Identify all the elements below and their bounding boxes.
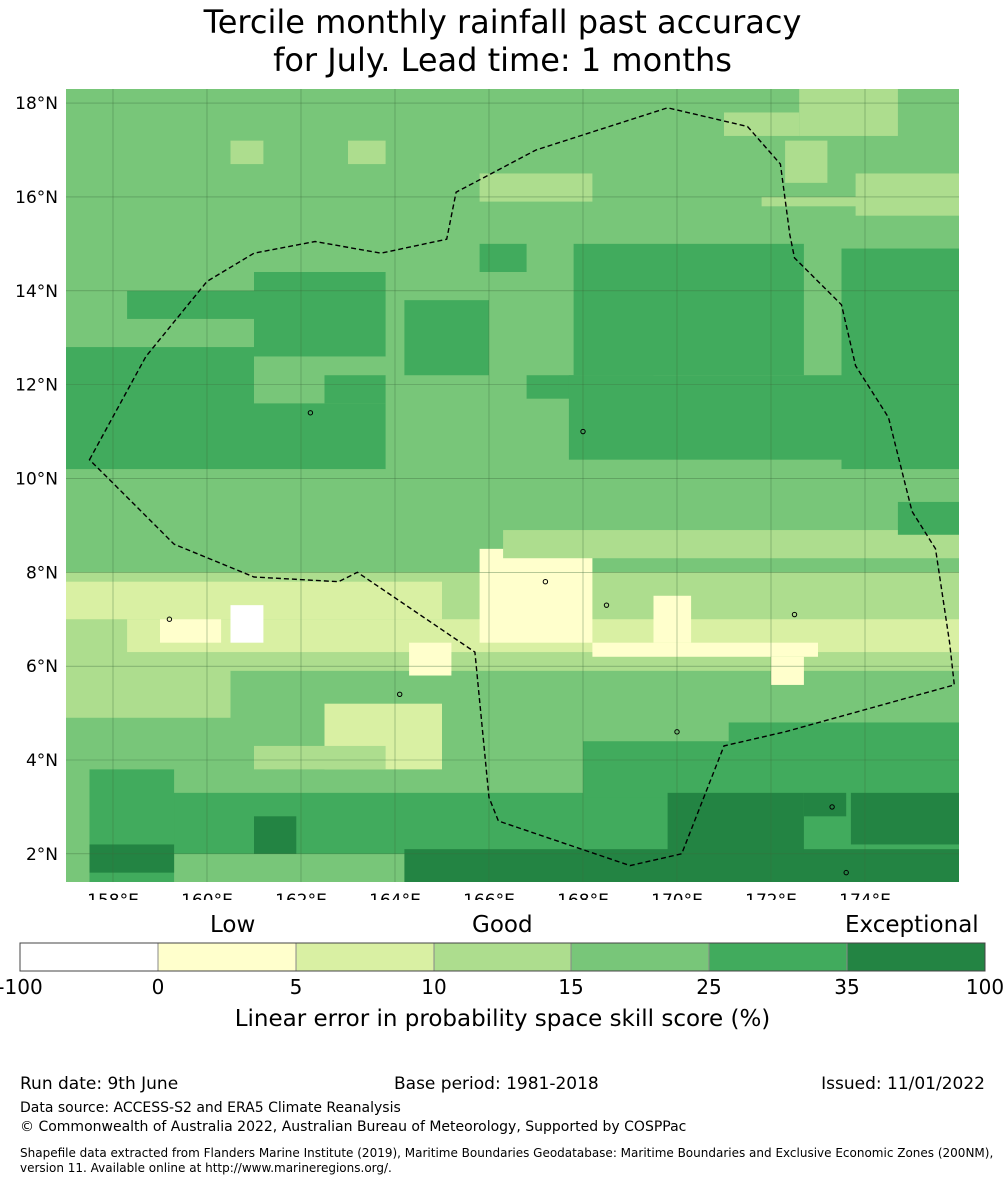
lat-tick-label: 18°N	[15, 94, 58, 114]
lon-tick-label: 168°E	[557, 891, 609, 900]
skill-cell	[409, 642, 452, 676]
colorbar-segment	[433, 942, 572, 972]
skill-cell	[89, 844, 175, 873]
skill-cell	[841, 248, 959, 470]
colorbar-segment	[708, 942, 848, 972]
colorbar-tick: 25	[696, 975, 722, 999]
island-outline	[674, 729, 680, 735]
skill-cell	[254, 403, 386, 470]
lon-tick-label: 158°E	[87, 891, 139, 900]
colorbar-caption: Linear error in probability space skill …	[234, 1006, 771, 1032]
skill-cell	[127, 290, 254, 319]
run-date: Run date: 9th June	[20, 1074, 179, 1094]
skill-cell	[667, 792, 804, 854]
skill-cell	[568, 375, 851, 460]
rainfall-skill-map: 158°E 160°E 162°E 164°E 166°E 168°E 170°E 172°E…	[15, 89, 960, 900]
lon-tick-label: 166°E	[463, 891, 515, 900]
lat-tick-label: 2°N	[26, 845, 58, 865]
island-outline	[166, 616, 173, 622]
colorbar-tick: 10	[421, 975, 447, 999]
colorbar-label-exceptional: Exceptional	[845, 912, 979, 938]
lat-tick-label: 10°N	[15, 469, 58, 489]
colorbar-label-good: Good	[472, 912, 533, 938]
skill-cell	[855, 173, 959, 216]
lon-tick-label: 170°E	[651, 891, 703, 900]
colorbar-tick: 15	[558, 975, 584, 999]
colorbar-outline	[19, 942, 986, 972]
skill-cell	[160, 619, 222, 643]
colorbar-tick: -100	[0, 975, 43, 999]
skill-cell	[324, 375, 386, 404]
skill-cell	[348, 140, 386, 165]
skill-cell	[254, 816, 297, 854]
base-period: Base period: 1981-2018	[394, 1074, 599, 1094]
lon-tick-label: 160°E	[181, 891, 233, 900]
skill-cell	[230, 605, 264, 643]
skill-cell	[799, 89, 898, 136]
issued-date: Issued: 11/01/2022	[821, 1074, 985, 1094]
skill-cell	[66, 656, 231, 718]
island-outline	[843, 869, 849, 876]
skill-cell	[803, 792, 847, 817]
colorbar-segment	[846, 942, 986, 972]
data-source: Data source: ACCESS-S2 and ERA5 Climate …	[20, 1100, 401, 1116]
colorbar-segment	[19, 942, 159, 972]
colorbar-tick: 5	[289, 975, 303, 999]
island-outline	[603, 602, 610, 608]
skill-cell	[254, 745, 386, 770]
skill-cell	[573, 243, 804, 376]
skill-cell	[653, 595, 692, 643]
colorbar-segment	[570, 942, 710, 972]
shapefile-credit-line-2: version 11. Available online at http://w…	[20, 1161, 392, 1175]
skill-cell	[850, 792, 959, 845]
skill-cell	[479, 243, 527, 272]
skill-cell	[897, 501, 959, 535]
colorbar-tick: 100	[965, 975, 1005, 999]
skill-cell	[503, 530, 959, 559]
skill-cell	[230, 140, 264, 165]
island-outline	[791, 611, 798, 618]
skill-cell	[479, 173, 593, 202]
lon-tick-label: 172°E	[745, 891, 797, 900]
colorbar-tick: 35	[834, 975, 860, 999]
skill-cell	[728, 722, 959, 756]
skill-cell	[404, 849, 959, 882]
colorbar-label-low: Low	[210, 912, 256, 938]
skill-cell	[479, 548, 593, 643]
lon-tick-label: 164°E	[369, 891, 421, 900]
skill-cell	[771, 656, 804, 685]
island-outline	[829, 804, 835, 810]
lat-tick-label: 16°N	[15, 188, 58, 208]
skill-cell	[724, 112, 800, 136]
island-outline	[397, 691, 403, 698]
map-title-line-2: for July. Lead time: 1 months	[273, 41, 732, 79]
lon-tick-label: 174°E	[839, 891, 891, 900]
lat-tick-label: 14°N	[15, 282, 58, 302]
island-outline	[542, 578, 549, 585]
shapefile-credit-line-1: Shapefile data extracted from Flanders M…	[20, 1146, 994, 1160]
colorbar-tick: 0	[151, 975, 165, 999]
skill-cell	[592, 642, 818, 657]
eez-boundary	[88, 107, 956, 867]
island-outline	[307, 410, 314, 416]
colorbar-segment	[157, 942, 297, 972]
copyright: © Commonwealth of Australia 2022, Austra…	[20, 1119, 687, 1135]
skill-cell	[66, 347, 254, 470]
map-title-line-1: Tercile monthly rainfall past accuracy	[203, 3, 802, 41]
lat-tick-label: 4°N	[26, 751, 58, 771]
lon-tick-label: 162°E	[275, 891, 327, 900]
lat-tick-label: 8°N	[26, 563, 58, 583]
colorbar-segment	[295, 942, 435, 972]
skill-cell	[404, 300, 489, 376]
lat-tick-label: 12°N	[15, 376, 58, 396]
skill-cell	[785, 140, 828, 183]
skill-cell	[761, 196, 898, 207]
lat-tick-label: 6°N	[26, 657, 58, 677]
skill-cell	[254, 272, 386, 357]
island-outline	[580, 428, 586, 435]
